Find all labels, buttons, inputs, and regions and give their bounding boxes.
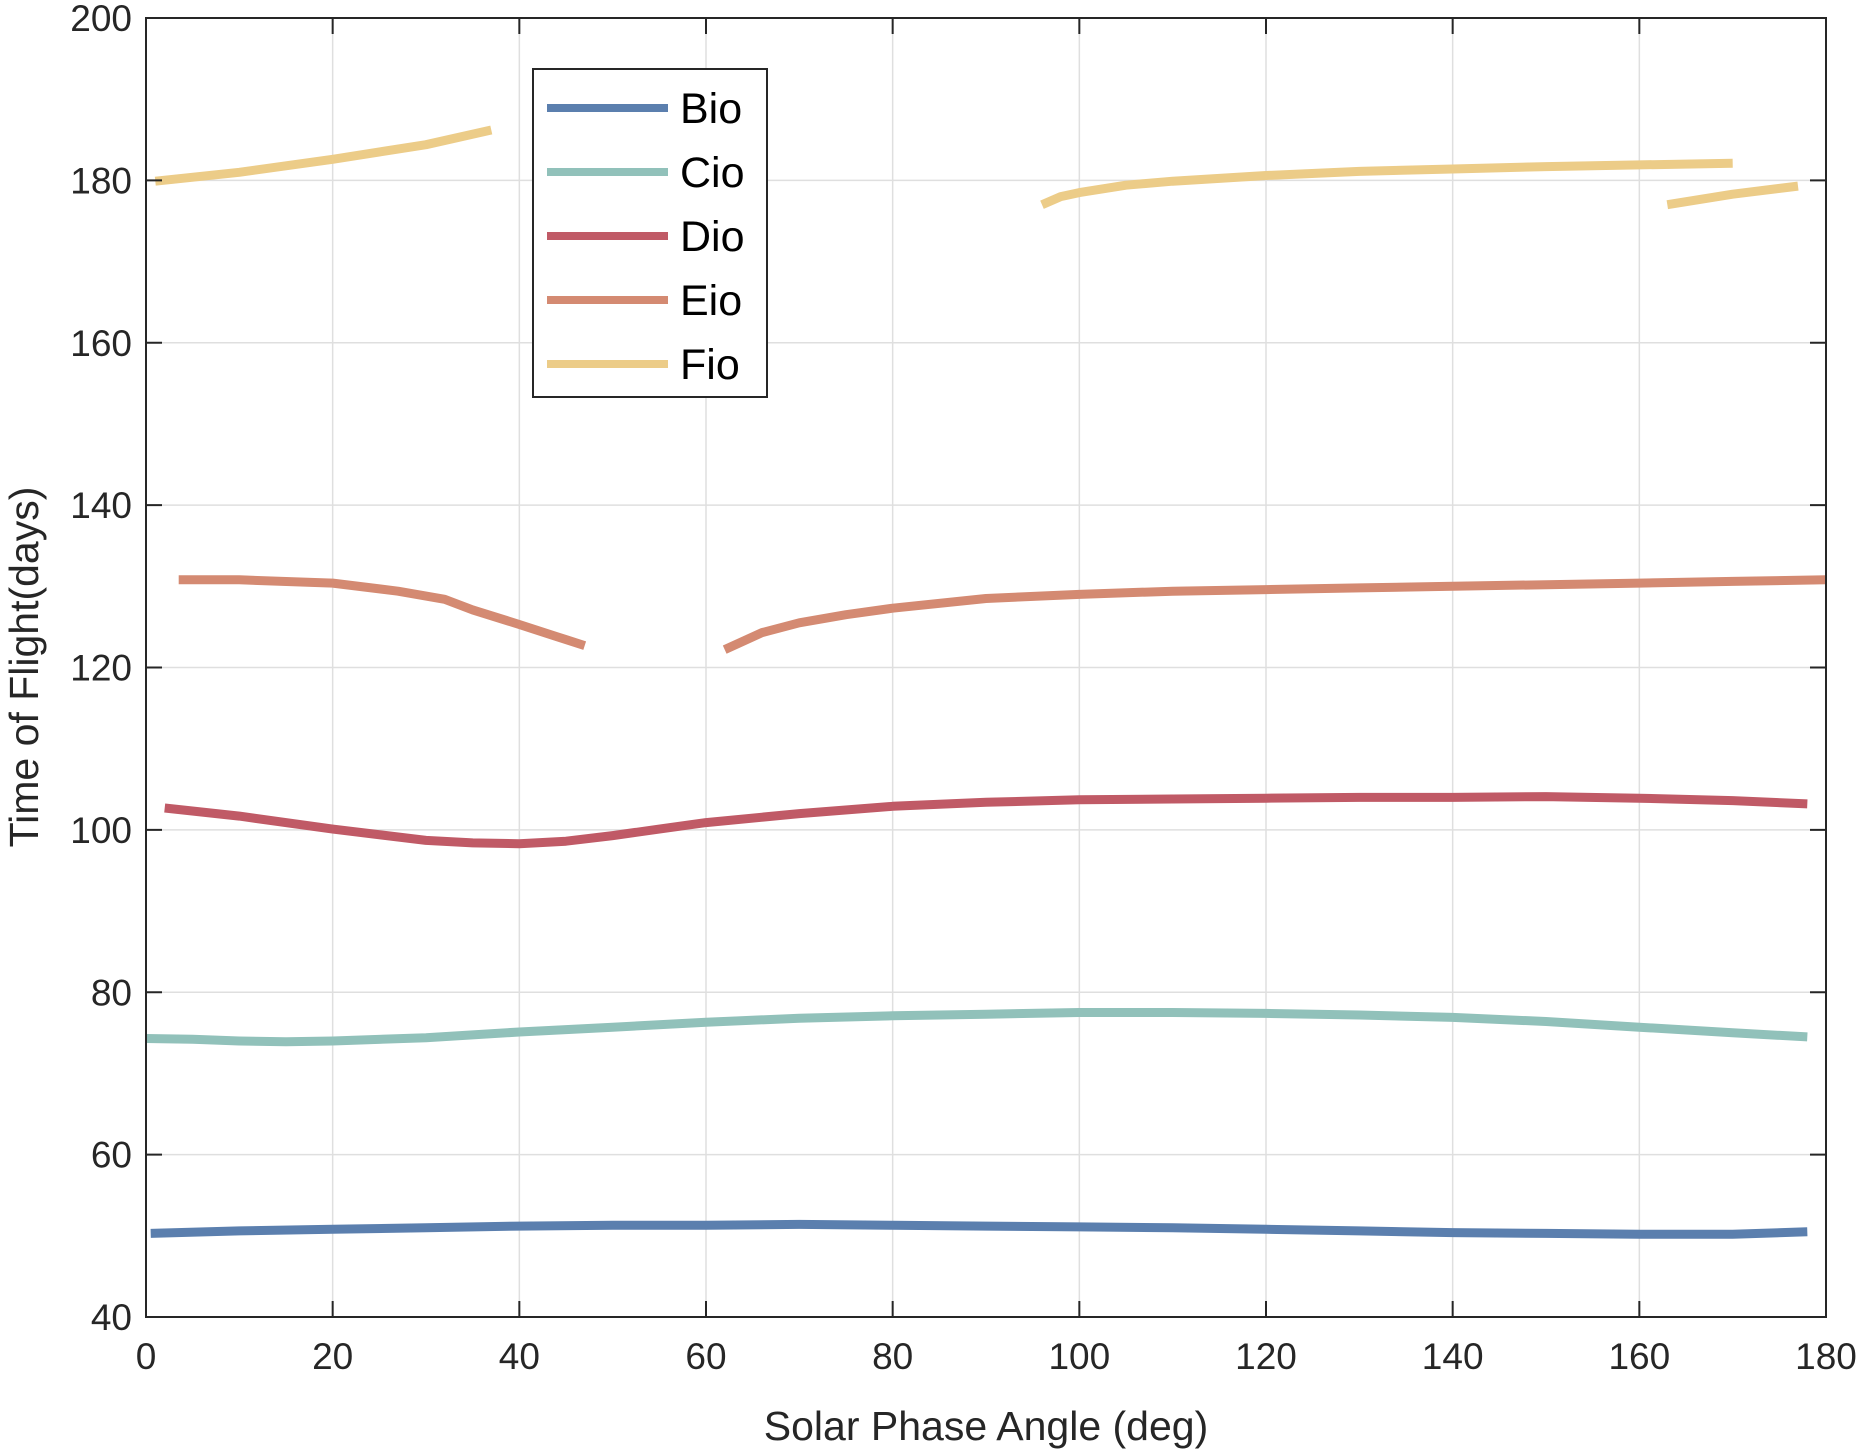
- y-tick-label: 200: [70, 0, 132, 39]
- y-tick-label: 180: [70, 160, 132, 201]
- y-tick-label: 140: [70, 485, 132, 526]
- series-fio: [154, 125, 1799, 210]
- series-line-bio: [150, 1219, 1808, 1239]
- legend-label-bio: Bio: [680, 85, 742, 133]
- series-line-dio: [164, 792, 1808, 849]
- series-bio: [150, 1219, 1808, 1239]
- y-tick-label: 80: [91, 972, 132, 1013]
- y-tick-label: 100: [70, 810, 132, 851]
- legend-label-cio: Cio: [680, 149, 745, 197]
- x-tick-label: 20: [312, 1336, 353, 1377]
- y-tick-label: 40: [91, 1297, 132, 1338]
- legend-label-eio: Eio: [680, 277, 742, 325]
- y-tick-label: 60: [91, 1135, 132, 1176]
- series-dio: [164, 792, 1808, 849]
- x-axis-label: Solar Phase Angle (deg): [764, 1403, 1208, 1449]
- series-line-fio: [1040, 158, 1733, 209]
- x-tick-label: 180: [1795, 1336, 1857, 1377]
- legend-label-dio: Dio: [680, 213, 745, 261]
- legend-label-fio: Fio: [680, 341, 740, 389]
- series-line-cio: [145, 1008, 1808, 1047]
- series-lines: [145, 125, 1827, 1239]
- x-tick-label: 100: [1048, 1336, 1110, 1377]
- x-tick-label: 140: [1422, 1336, 1484, 1377]
- y-axis-label: Time of Flight(days): [1, 487, 47, 848]
- x-tick-label: 120: [1235, 1336, 1297, 1377]
- axis-ticks: 0 20 40 60 80 100 120 140 160 180 40 60 80 100 120 140 1…: [70, 0, 1857, 1377]
- series-eio: [178, 575, 1827, 654]
- series-line-eio: [722, 575, 1827, 654]
- x-tick-label: 60: [685, 1336, 726, 1377]
- x-tick-label: 0: [136, 1336, 157, 1377]
- series-cio: [145, 1008, 1808, 1047]
- x-tick-label: 160: [1608, 1336, 1670, 1377]
- x-tick-label: 80: [872, 1336, 913, 1377]
- series-line-fio: [154, 125, 493, 186]
- series-line-eio: [178, 575, 587, 650]
- series-line-fio: [1666, 181, 1799, 210]
- x-tick-label: 40: [499, 1336, 540, 1377]
- y-tick-label: 160: [70, 323, 132, 364]
- legend: Bio Cio Dio Eio Fio: [532, 68, 768, 398]
- y-tick-label: 120: [70, 648, 132, 689]
